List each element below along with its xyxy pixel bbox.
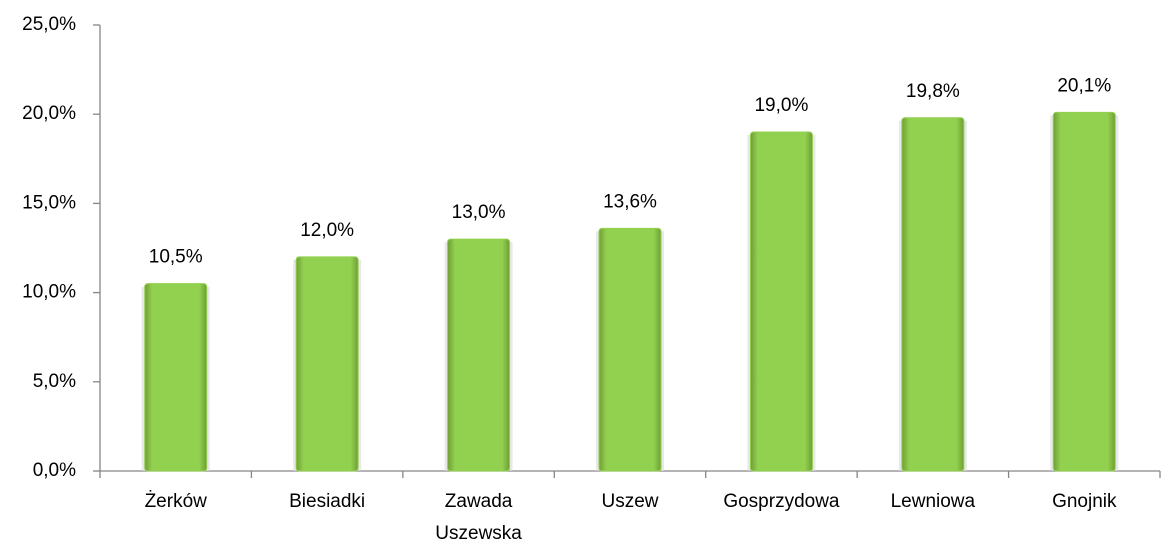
bar [295,256,359,472]
value-label: 19,0% [754,95,808,116]
x-tick-label: Gnojnik [1052,491,1117,512]
value-label: 19,8% [906,81,960,102]
value-label: 10,5% [149,247,203,268]
value-label: 20,1% [1057,75,1111,96]
y-tick-label: 25,0% [22,14,76,35]
value-label: 12,0% [300,220,354,241]
bar [144,283,208,472]
y-tick-label: 5,0% [33,371,76,392]
value-label: 13,6% [603,191,657,212]
x-tick-label: Biesiadki [289,491,365,512]
y-tick-label: 10,0% [22,282,76,303]
bar [901,117,965,472]
bar [447,238,511,472]
x-tick-label: Uszew [601,491,658,512]
value-label: 13,0% [452,202,506,223]
bar [598,227,662,472]
x-tick-label: Lewniowa [891,491,976,512]
x-tick-label: Gosprzydowa [723,491,840,512]
y-tick-label: 0,0% [33,460,76,481]
bar [1052,111,1116,472]
x-tick-label: Zawada Uszewska [435,491,522,544]
y-tick-label: 20,0% [22,103,76,124]
x-tick-label: Żerków [145,491,208,512]
bar [749,131,813,472]
y-tick-label: 15,0% [22,192,76,213]
